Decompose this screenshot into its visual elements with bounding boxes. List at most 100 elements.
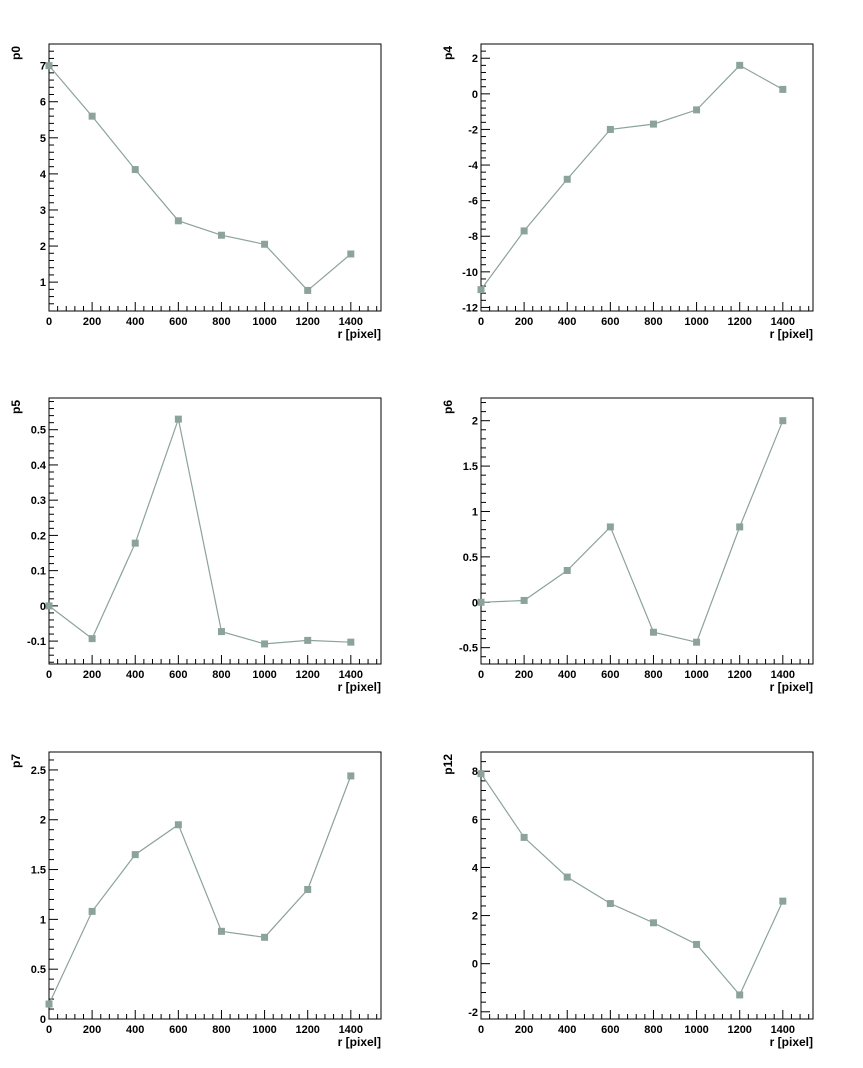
plot-frame <box>48 397 382 665</box>
y-tick-label: 0.2 <box>31 530 46 542</box>
data-point <box>779 897 787 905</box>
x-tick-label: 200 <box>83 1024 101 1036</box>
x-tick-label: 200 <box>83 316 101 328</box>
x-tick-label: 600 <box>169 1024 187 1036</box>
x-tick-label: 400 <box>126 316 144 328</box>
data-point <box>347 772 355 780</box>
y-tick-label: 0.3 <box>31 495 46 507</box>
y-tick-label: 8 <box>472 766 478 778</box>
data-point <box>563 873 571 881</box>
data-point <box>779 417 787 425</box>
x-tick-label: 1000 <box>684 669 708 681</box>
y-tick-label: -2 <box>468 1007 478 1019</box>
data-point <box>174 415 182 423</box>
x-tick-label: 0 <box>478 1024 484 1036</box>
x-tick-label: 200 <box>515 1024 533 1036</box>
y-tick-label: -8 <box>468 231 478 243</box>
y-tick-label: 0.5 <box>463 552 478 564</box>
y-tick-label: 4 <box>472 862 479 874</box>
x-tick-label: 600 <box>169 316 187 328</box>
data-point <box>477 770 485 778</box>
series-line <box>48 416 351 645</box>
x-tick-label: 1200 <box>295 669 319 681</box>
y-tick-label: -2 <box>468 124 478 136</box>
chart-panel-p0: 0 200 400 600 800 1000 1200 1400 1 2 3 4 5 6 7 r [pixel… <box>9 43 382 341</box>
y-tick-label: 2 <box>40 815 46 827</box>
x-tick-label: 0 <box>46 1024 52 1036</box>
y-tick-label: 2.5 <box>31 765 46 777</box>
y-tick-label: 0.1 <box>31 566 46 578</box>
x-tick-label: 1400 <box>771 316 795 328</box>
data-point <box>779 85 787 93</box>
data-point <box>174 821 182 829</box>
y-tick-label: -12 <box>462 302 478 314</box>
y-tick-label: 0 <box>472 597 478 609</box>
x-tick-label: 800 <box>212 316 230 328</box>
series-line <box>480 773 784 997</box>
data-point <box>304 885 312 893</box>
data-point <box>736 61 744 69</box>
series-line <box>48 65 352 292</box>
x-axis-label: r [pixel] <box>338 1035 381 1049</box>
y-tick-label: 7 <box>40 61 46 73</box>
x-axis-label: r [pixel] <box>338 327 381 341</box>
x-tick-label: 1400 <box>771 669 795 681</box>
data-point <box>88 635 96 643</box>
series-line <box>480 420 784 643</box>
plot-frame <box>480 397 814 665</box>
x-axis-label: r [pixel] <box>770 680 813 694</box>
x-tick-label: 600 <box>601 316 619 328</box>
x-tick-label: 800 <box>644 669 662 681</box>
data-point <box>304 636 312 644</box>
data-point <box>606 523 614 531</box>
data-point <box>693 940 701 948</box>
y-tick-label: 3 <box>40 205 46 217</box>
chart-panel-p5: 0 200 400 600 800 1000 1200 1400 -0.1 0 0.1 0.2 0.3 0… <box>9 397 382 694</box>
x-tick-label: 1400 <box>339 669 363 681</box>
y-tick-label: 1 <box>40 277 46 289</box>
data-point <box>131 539 139 547</box>
data-point <box>304 286 312 294</box>
data-point <box>649 120 657 128</box>
data-point <box>477 598 485 606</box>
data-point <box>261 933 269 941</box>
x-tick-label: 400 <box>126 669 144 681</box>
y-tick-label: 5 <box>40 133 46 145</box>
data-point <box>649 628 657 636</box>
y-tick-label: 0.4 <box>31 460 47 472</box>
y-tick-label: 0 <box>40 601 46 613</box>
data-point <box>261 640 269 648</box>
y-tick-label: 4 <box>40 169 47 181</box>
data-point <box>261 240 269 248</box>
y-tick-label: 1.5 <box>31 865 46 877</box>
x-tick-label: 400 <box>558 1024 576 1036</box>
x-tick-label: 0 <box>478 316 484 328</box>
data-point <box>563 566 571 574</box>
x-tick-label: 0 <box>46 316 52 328</box>
x-tick-label: 1200 <box>727 316 751 328</box>
y-axis-label: p5 <box>9 400 23 414</box>
data-point <box>477 286 485 294</box>
chart-panel-p7: 0 200 400 600 800 1000 1200 1400 0 0.5 1 1.5 2 2.5 r [… <box>9 751 382 1049</box>
x-tick-label: 200 <box>83 669 101 681</box>
data-point <box>736 991 744 999</box>
x-tick-label: 1000 <box>252 316 276 328</box>
y-tick-label: 0.5 <box>31 964 46 976</box>
x-tick-label: 400 <box>558 669 576 681</box>
x-axis-label: r [pixel] <box>338 680 381 694</box>
x-tick-label: 1000 <box>684 1024 708 1036</box>
x-tick-label: 1200 <box>295 316 319 328</box>
x-tick-label: 1400 <box>339 1024 363 1036</box>
data-point <box>347 250 355 258</box>
x-axis-label: r [pixel] <box>770 1035 813 1049</box>
y-tick-label: 2 <box>472 416 478 428</box>
data-point <box>606 900 614 908</box>
data-point <box>649 919 657 927</box>
x-tick-label: 800 <box>644 1024 662 1036</box>
plot-frame <box>48 43 382 312</box>
x-tick-label: 400 <box>126 1024 144 1036</box>
y-tick-label: 6 <box>472 814 478 826</box>
x-tick-label: 200 <box>515 669 533 681</box>
